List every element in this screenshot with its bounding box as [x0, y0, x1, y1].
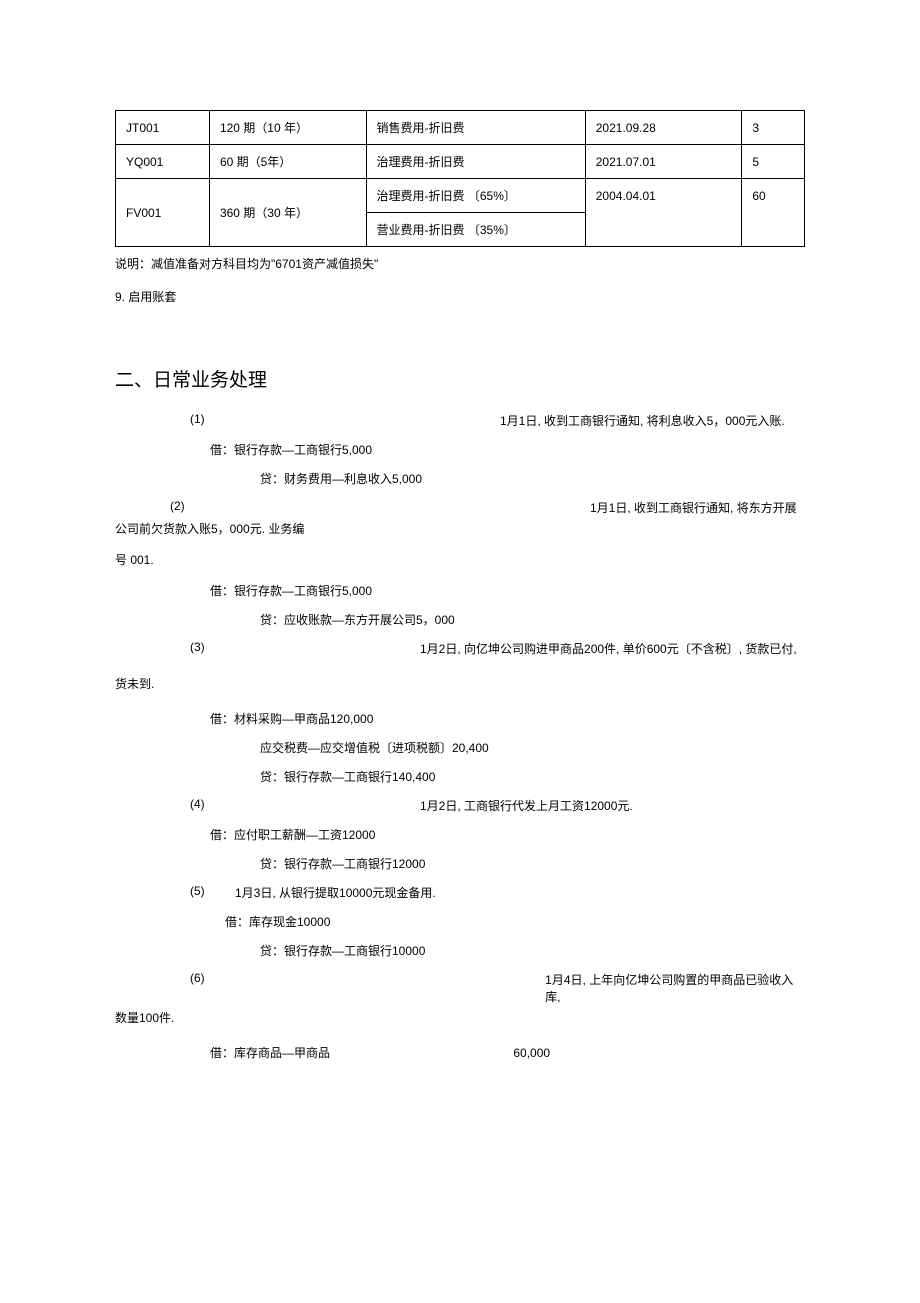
entry-num: (4) — [190, 797, 240, 814]
debit-line: 借：库存现金10000 — [115, 913, 805, 930]
cell-date: 2004.04.01 — [585, 179, 742, 213]
cell-code: JT001 — [116, 111, 210, 145]
table-note: 说明：减值准备对方科目均为"6701资产减值损失" — [115, 255, 805, 272]
cell-code: YQ001 — [116, 145, 210, 179]
cell-account: 治理费用-折旧费 〔65%〕 — [366, 179, 585, 213]
credit-line: 贷：财务费用—利息收入5,000 — [115, 470, 805, 487]
entry-num: (1) — [190, 412, 240, 429]
cell-date: 2021.09.28 — [585, 111, 742, 145]
entry-desc: 1月1日, 收到工商银行通知, 将利息收入5，000元入账. — [500, 412, 785, 429]
cell-account: 销售费用-折旧费 — [366, 111, 585, 145]
cell-num: 5 — [742, 145, 805, 179]
entry-header: (1) 1月1日, 收到工商银行通知, 将利息收入5，000元入账. — [115, 412, 805, 429]
cell-account: 营业费用-折旧费 〔35%〕 — [366, 213, 585, 247]
cell-period: 360 期（30 年） — [209, 179, 366, 247]
entry-num: (5) — [190, 884, 220, 901]
entry-num: (3) — [190, 640, 240, 657]
credit-line: 贷：银行存款—工商银行140,400 — [115, 768, 805, 785]
entry-desc: 1月3日, 从银行提取10000元现金备用. — [235, 884, 436, 901]
entry-header: (5) 1月3日, 从银行提取10000元现金备用. — [115, 884, 805, 901]
entry-header: (4) 1月2日, 工商银行代发上月工资12000元. — [115, 797, 805, 814]
entry-header: (2) 1月1日, 收到工商银行通知, 将东方开展 — [115, 499, 805, 516]
entry-num: (2) — [170, 499, 220, 516]
entry-cont: 号 001. — [115, 551, 805, 568]
debit-amount: 60,000 — [513, 1046, 550, 1060]
debit-line: 借：应付职工薪酬—工资12000 — [115, 826, 805, 843]
credit-line: 贷：应收账款—东方开展公司5，000 — [115, 611, 805, 628]
table-row: YQ001 60 期（5年） 治理费用-折旧费 2021.07.01 5 — [116, 145, 805, 179]
cell-code: FV001 — [116, 179, 210, 247]
debit-label: 借：库存商品—甲商品 — [210, 1044, 510, 1061]
depreciation-table: JT001 120 期（10 年） 销售费用-折旧费 2021.09.28 3 … — [115, 110, 805, 247]
table-row: JT001 120 期（10 年） 销售费用-折旧费 2021.09.28 3 — [116, 111, 805, 145]
item-9: 9. 启用账套 — [115, 288, 805, 305]
entry-num: (6) — [190, 971, 239, 1005]
debit-line: 应交税费—应交增值税〔进项税额〕20,400 — [115, 739, 805, 756]
entry-header: (6) 1月4日, 上年向亿坤公司购置的甲商品已验收入库, — [115, 971, 805, 1005]
table-row: FV001 360 期（30 年） 治理费用-折旧费 〔65%〕 2004.04… — [116, 179, 805, 213]
credit-line: 贷：银行存款—工商银行10000 — [115, 942, 805, 959]
entry-desc: 1月2日, 工商银行代发上月工资12000元. — [420, 797, 633, 814]
entry-desc: 1月4日, 上年向亿坤公司购置的甲商品已验收入库, — [545, 971, 805, 1005]
entry-header: (3) 1月2日, 向亿坤公司购进甲商品200件, 单价600元〔不含税〕, 货… — [115, 640, 805, 657]
cell-period: 120 期（10 年） — [209, 111, 366, 145]
cell-num: 60 — [742, 179, 805, 213]
entry-cont: 数量100件. — [115, 1009, 805, 1026]
entry-desc: 1月2日, 向亿坤公司购进甲商品200件, 单价600元〔不含税〕, 货款已付, — [420, 640, 797, 657]
cell-date: 2021.07.01 — [585, 145, 742, 179]
cell-empty — [585, 213, 742, 247]
debit-line: 借：库存商品—甲商品 60,000 — [115, 1044, 805, 1061]
entry-desc: 1月1日, 收到工商银行通知, 将东方开展 — [590, 499, 797, 516]
credit-line: 贷：银行存款—工商银行12000 — [115, 855, 805, 872]
cell-period: 60 期（5年） — [209, 145, 366, 179]
debit-line: 借：银行存款—工商银行5,000 — [115, 582, 805, 599]
entry-cont: 货未到. — [115, 675, 805, 692]
cell-num: 3 — [742, 111, 805, 145]
debit-line: 借：材料采购—甲商品120,000 — [115, 710, 805, 727]
cell-empty — [742, 213, 805, 247]
entry-cont: 公司前欠货款入账5，000元. 业务编 — [115, 520, 805, 537]
debit-line: 借：银行存款—工商银行5,000 — [115, 441, 805, 458]
cell-account: 治理费用-折旧费 — [366, 145, 585, 179]
section-title: 二、日常业务处理 — [115, 365, 805, 392]
